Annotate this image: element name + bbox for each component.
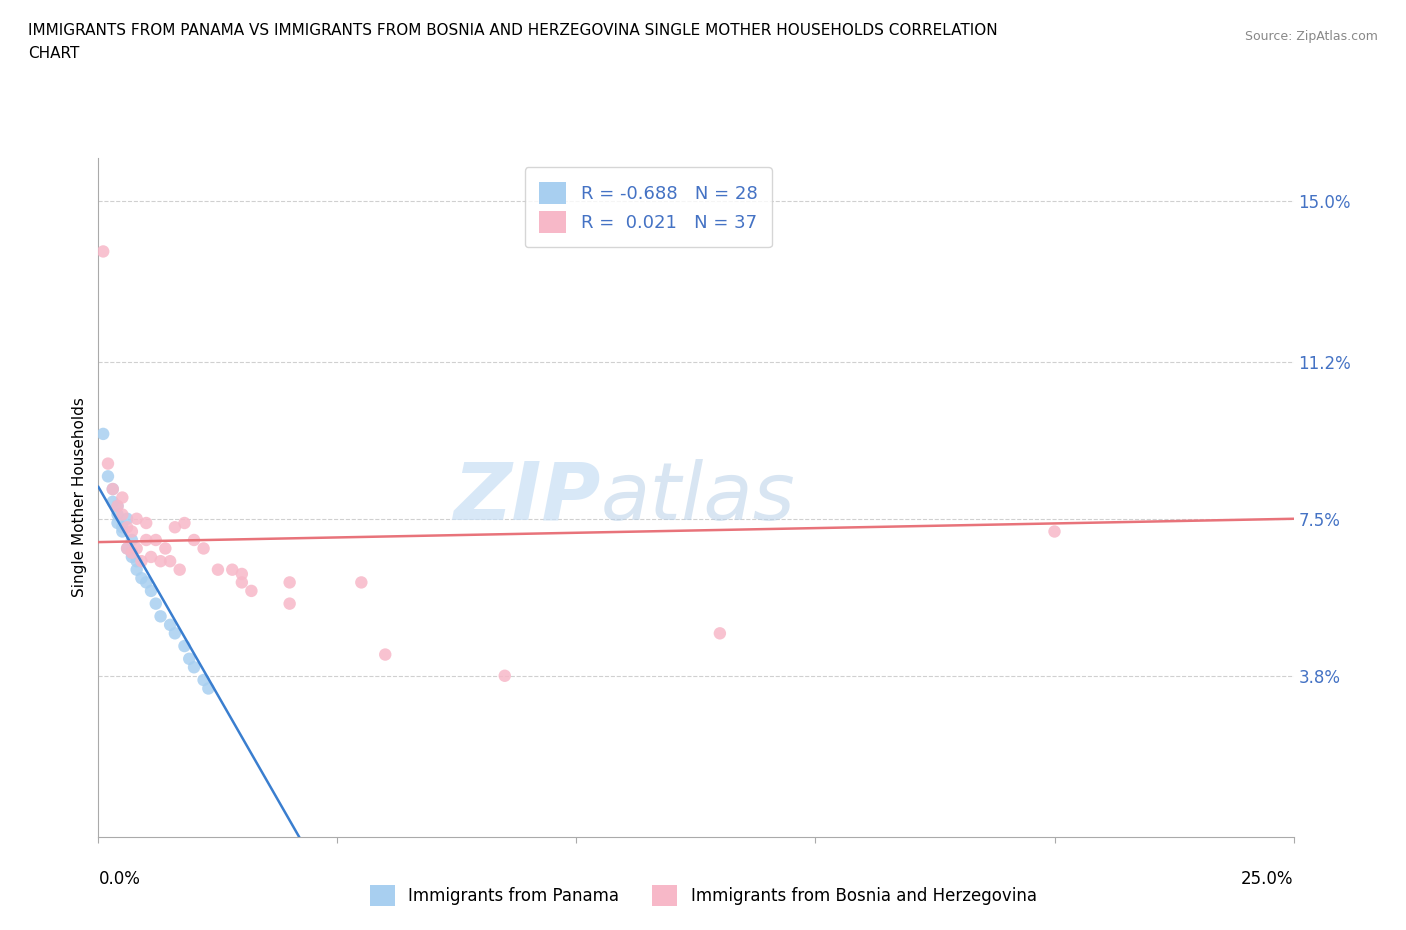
Point <box>131 571 153 586</box>
Point <box>115 520 138 535</box>
Legend: R = -0.688   N = 28, R =  0.021   N = 37: R = -0.688 N = 28, R = 0.021 N = 37 <box>524 167 772 247</box>
Text: 25.0%: 25.0% <box>1241 870 1294 887</box>
Point <box>111 507 134 522</box>
Point <box>159 553 181 568</box>
Point <box>145 533 167 548</box>
Point <box>125 512 148 526</box>
Point <box>240 583 263 598</box>
Point <box>709 626 731 641</box>
Point <box>169 563 191 578</box>
Point <box>97 457 120 472</box>
Point <box>125 553 148 568</box>
Point <box>163 626 186 641</box>
Point <box>1043 525 1066 539</box>
Text: IMMIGRANTS FROM PANAMA VS IMMIGRANTS FROM BOSNIA AND HERZEGOVINA SINGLE MOTHER H: IMMIGRANTS FROM PANAMA VS IMMIGRANTS FRO… <box>28 23 998 38</box>
Legend: Immigrants from Panama, Immigrants from Bosnia and Herzegovina: Immigrants from Panama, Immigrants from … <box>363 879 1043 912</box>
Point <box>231 566 253 581</box>
Text: ZIP: ZIP <box>453 458 600 537</box>
Point <box>111 525 134 539</box>
Point <box>278 596 301 611</box>
Point <box>155 541 177 556</box>
Point <box>278 575 301 590</box>
Point <box>101 495 124 510</box>
Point <box>231 575 253 590</box>
Point <box>197 681 219 696</box>
Point <box>494 669 516 684</box>
Point <box>115 541 138 556</box>
Point <box>135 575 157 590</box>
Point <box>139 550 162 565</box>
Point <box>107 515 129 530</box>
Point <box>131 553 153 568</box>
Point <box>183 533 205 548</box>
Point <box>350 575 373 590</box>
Point <box>193 672 215 687</box>
Point <box>159 618 181 632</box>
Text: atlas: atlas <box>600 458 796 537</box>
Point <box>121 525 143 539</box>
Text: Source: ZipAtlas.com: Source: ZipAtlas.com <box>1244 30 1378 43</box>
Y-axis label: Single Mother Households: Single Mother Households <box>72 398 87 597</box>
Point <box>115 512 138 526</box>
Point <box>145 596 167 611</box>
Point <box>179 651 201 666</box>
Point <box>121 545 143 560</box>
Text: 0.0%: 0.0% <box>98 870 141 887</box>
Point <box>101 482 124 497</box>
Point <box>121 533 143 548</box>
Point <box>107 498 129 513</box>
Point <box>121 545 143 560</box>
Point <box>111 490 134 505</box>
Point <box>125 563 148 578</box>
Point <box>125 541 148 556</box>
Point <box>91 244 114 259</box>
Text: CHART: CHART <box>28 46 80 61</box>
Point <box>183 660 205 675</box>
Point <box>121 550 143 565</box>
Point <box>149 553 172 568</box>
Point <box>91 427 114 442</box>
Point <box>107 498 129 513</box>
Point <box>97 469 120 484</box>
Point <box>139 583 162 598</box>
Point <box>193 541 215 556</box>
Point <box>173 515 195 530</box>
Point <box>135 533 157 548</box>
Point <box>374 647 396 662</box>
Point <box>221 563 243 578</box>
Point <box>173 639 195 654</box>
Point <box>163 520 186 535</box>
Point <box>101 482 124 497</box>
Point <box>115 541 138 556</box>
Point <box>207 563 229 578</box>
Point <box>107 507 129 522</box>
Point <box>149 609 172 624</box>
Point <box>111 520 134 535</box>
Point <box>135 515 157 530</box>
